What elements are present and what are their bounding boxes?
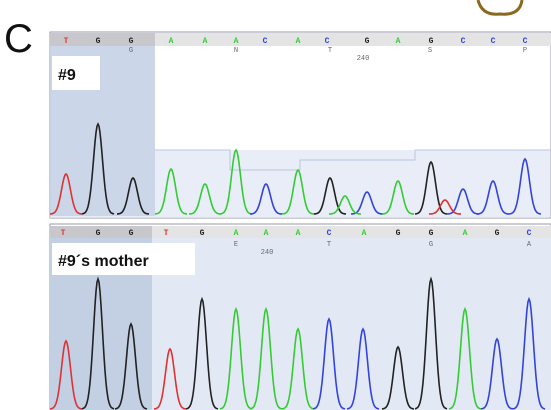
base-call: A (234, 229, 239, 238)
base-call: A (234, 37, 239, 46)
base-call: G (396, 229, 401, 238)
base-call: C (325, 37, 330, 46)
page: {"panel_label": "C", "base_colors": {"A"… (0, 0, 551, 410)
base-call: G (429, 229, 434, 238)
annotation: T (327, 241, 331, 249)
base-call: A (296, 37, 301, 46)
base-call: C (491, 37, 496, 46)
base-call: G (200, 229, 205, 238)
base-call: T (64, 37, 69, 46)
base-call: G (429, 37, 434, 46)
decoration (478, 0, 522, 14)
base-call: C (527, 229, 532, 238)
annotation: T (328, 47, 332, 55)
base-call: G (129, 229, 134, 238)
annotation: N (234, 47, 238, 55)
panel-label: C (4, 17, 33, 61)
annotation: P (523, 47, 527, 55)
annotation: 240 (261, 249, 274, 257)
base-call: T (61, 229, 66, 238)
annotation: S (428, 47, 432, 55)
base-call: C (523, 37, 528, 46)
annotation: G (429, 241, 433, 249)
base-call: A (203, 37, 208, 46)
base-call: C (263, 37, 268, 46)
base-call: A (396, 37, 401, 46)
base-call: A (264, 229, 269, 238)
base-call: C (327, 229, 332, 238)
figure: C #9 #9´s mother TGGAAACACGAGCCCGNT240SP… (0, 0, 551, 410)
base-call: G (96, 229, 101, 238)
annotation: G (129, 47, 133, 55)
base-call: T (164, 229, 169, 238)
base-call: A (463, 229, 468, 238)
base-call: G (495, 229, 500, 238)
track-label: #9 (58, 67, 76, 84)
annotation: E (234, 241, 238, 249)
annotation: 240 (357, 55, 370, 63)
base-call: G (365, 37, 370, 46)
base-call: A (296, 229, 301, 238)
base-call: A (362, 229, 367, 238)
base-call: C (461, 37, 466, 46)
track-label: #9´s mother (58, 253, 149, 270)
base-call: A (169, 37, 174, 46)
base-call: G (129, 37, 134, 46)
base-call: G (96, 37, 101, 46)
